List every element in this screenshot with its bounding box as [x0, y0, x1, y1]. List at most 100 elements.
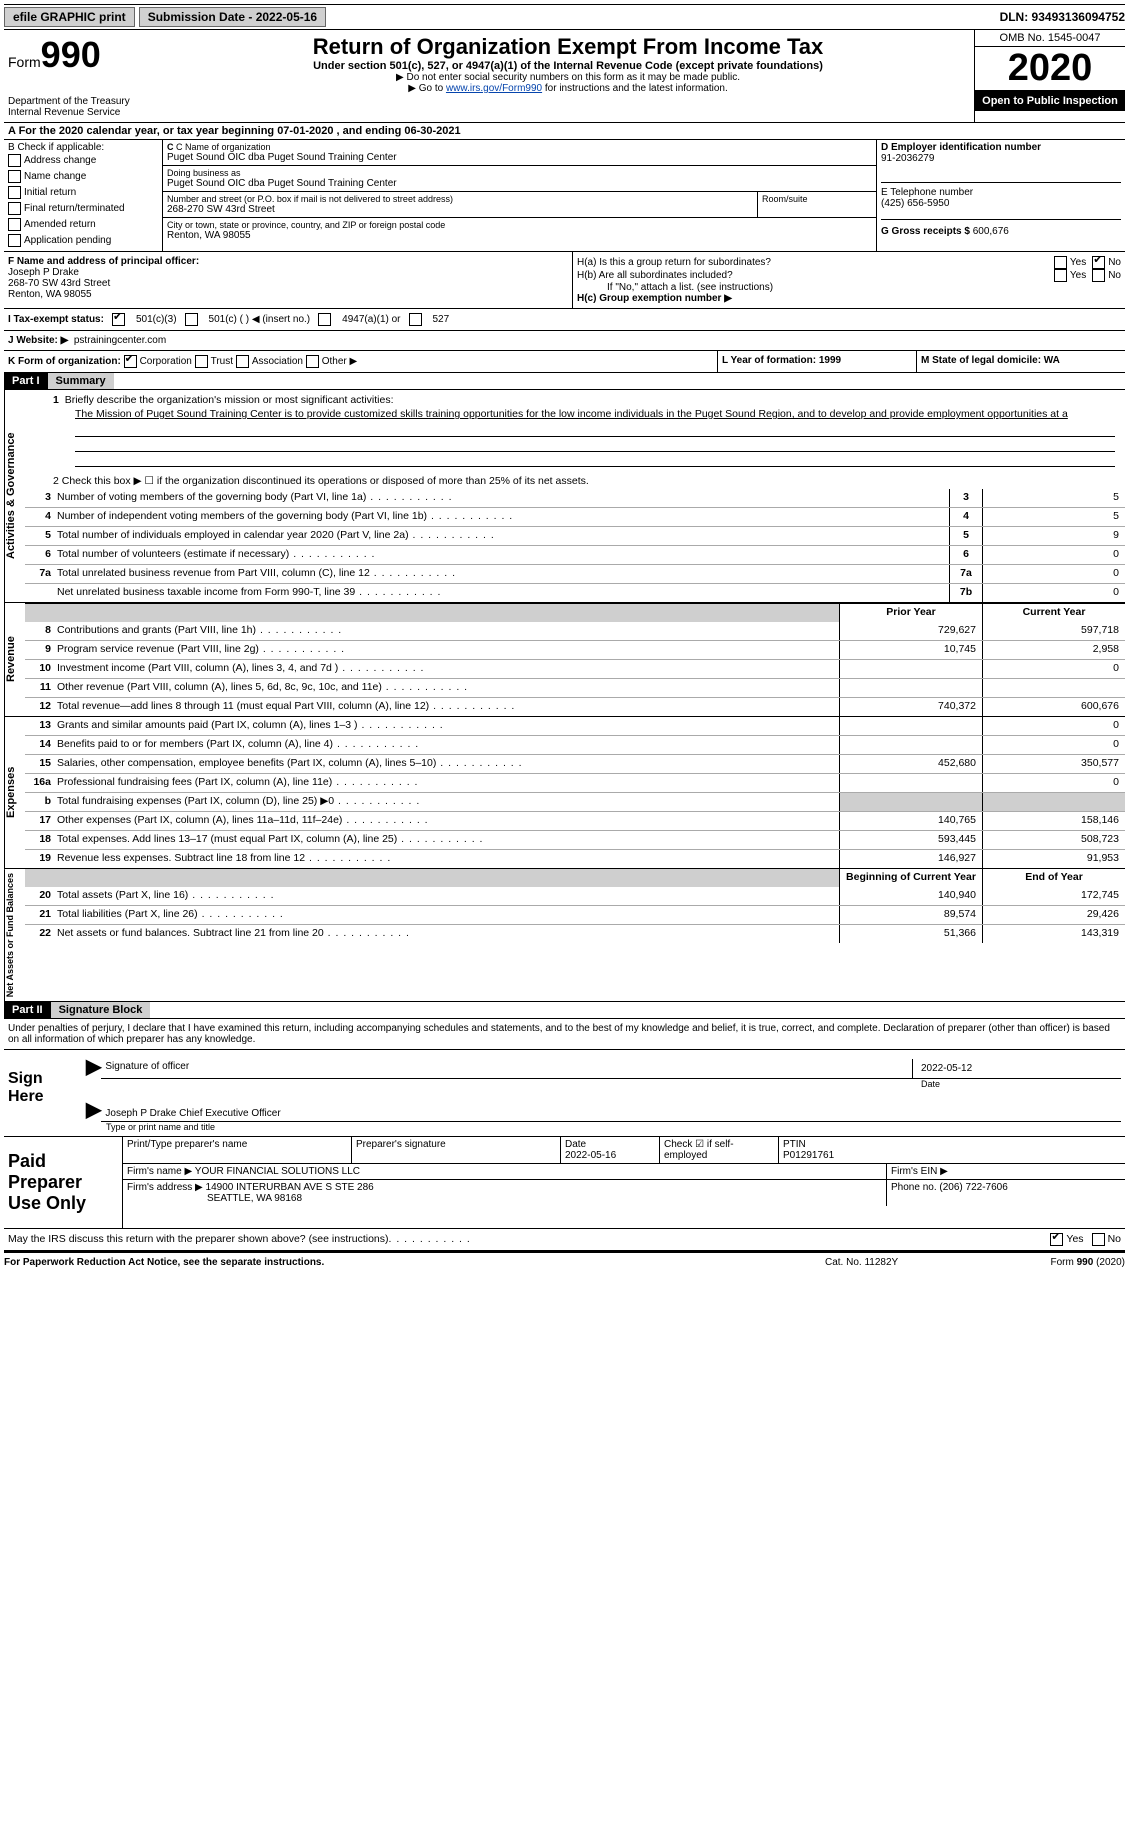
line-2: 2 Check this box ▶ ☐ if the organization… [25, 473, 1125, 489]
check-other[interactable] [306, 355, 319, 368]
summary-line: 18Total expenses. Add lines 13–17 (must … [25, 830, 1125, 849]
part-2-title: Signature Block [51, 1002, 151, 1018]
summary-line: 4Number of independent voting members of… [25, 507, 1125, 526]
summary-line: 16aProfessional fundraising fees (Part I… [25, 773, 1125, 792]
form-label: Form [8, 54, 41, 70]
arrow-icon: ▶ [86, 1054, 101, 1079]
summary-line: 12Total revenue—add lines 8 through 11 (… [25, 697, 1125, 716]
officer-name-title: Joseph P Drake Chief Executive Officer [101, 1106, 1121, 1121]
summary-line: 7aTotal unrelated business revenue from … [25, 564, 1125, 583]
year-formation: L Year of formation: 1999 [717, 351, 916, 372]
submission-date: Submission Date - 2022-05-16 [139, 7, 326, 27]
note-link: ▶ Go to www.irs.gov/Form990 for instruct… [166, 83, 970, 94]
form-page: Form 990 (2020) [975, 1257, 1125, 1268]
check-4947[interactable] [318, 313, 331, 326]
summary-line: 10Investment income (Part VIII, column (… [25, 659, 1125, 678]
state-domicile: M State of legal domicile: WA [916, 351, 1125, 372]
part-2-header: Part II [4, 1002, 51, 1018]
firm-ein-label: Firm's EIN ▶ [887, 1164, 1125, 1179]
efile-print-button[interactable]: efile GRAPHIC print [4, 7, 135, 27]
top-toolbar: efile GRAPHIC print Submission Date - 20… [4, 4, 1125, 30]
website: pstrainingcenter.com [74, 335, 166, 346]
check-address-change[interactable] [8, 154, 21, 167]
ein: 91-2036279 [881, 153, 1121, 164]
check-501c[interactable] [185, 313, 198, 326]
check-application-pending[interactable] [8, 234, 21, 247]
summary-line: 8Contributions and grants (Part VIII, li… [25, 622, 1125, 640]
summary-line: 22Net assets or fund balances. Subtract … [25, 924, 1125, 943]
discuss-yes[interactable] [1050, 1233, 1063, 1246]
preparer-sig-label: Preparer's signature [352, 1137, 561, 1163]
check-initial-return[interactable] [8, 186, 21, 199]
h-b-yes[interactable] [1054, 269, 1067, 282]
part-1-header: Part I [4, 373, 48, 389]
header-end: End of Year [982, 869, 1125, 887]
form-title: Return of Organization Exempt From Incom… [166, 34, 970, 60]
side-revenue: Revenue [4, 603, 25, 716]
summary-line: 6Total number of volunteers (estimate if… [25, 545, 1125, 564]
block-h: H(a) Is this a group return for subordin… [573, 252, 1125, 308]
firm-name: YOUR FINANCIAL SOLUTIONS LLC [195, 1166, 360, 1177]
row-website: J Website: ▶ pstrainingcenter.com [4, 331, 1125, 351]
omb-number: OMB No. 1545-0047 [975, 30, 1125, 47]
part-1-title: Summary [48, 373, 114, 389]
summary-line: 17Other expenses (Part IX, column (A), l… [25, 811, 1125, 830]
street-address: 268-270 SW 43rd Street [167, 204, 753, 215]
h-b-no[interactable] [1092, 269, 1105, 282]
form-number: 990 [41, 34, 101, 75]
summary-line: 9Program service revenue (Part VIII, lin… [25, 640, 1125, 659]
check-name-change[interactable] [8, 170, 21, 183]
summary-line: 21Total liabilities (Part X, line 26)89,… [25, 905, 1125, 924]
check-527[interactable] [409, 313, 422, 326]
firm-address: 14900 INTERURBAN AVE S STE 286 [206, 1182, 374, 1193]
irs-link[interactable]: www.irs.gov/Form990 [446, 83, 542, 94]
h-a-no[interactable] [1092, 256, 1105, 269]
row-k: K Form of organization: Corporation Trus… [4, 351, 717, 372]
preparer-date: 2022-05-16 [565, 1150, 655, 1161]
sign-here-label: Sign Here [4, 1050, 82, 1136]
check-501c3[interactable] [112, 313, 125, 326]
ptin: P01291761 [783, 1150, 1121, 1161]
paid-preparer-label: Paid Preparer Use Only [4, 1137, 123, 1228]
block-b: B Check if applicable: Address change Na… [4, 140, 163, 251]
telephone: (425) 656-5950 [881, 198, 1121, 209]
side-expenses: Expenses [4, 717, 25, 868]
check-association[interactable] [236, 355, 249, 368]
department: Department of the Treasury [8, 96, 158, 107]
block-c: C C Name of organization Puget Sound OIC… [163, 140, 877, 251]
summary-line: 13Grants and similar amounts paid (Part … [25, 717, 1125, 735]
check-trust[interactable] [195, 355, 208, 368]
city-state-zip: Renton, WA 98055 [167, 230, 872, 241]
mission-text: The Mission of Puget Sound Training Cent… [25, 406, 1125, 422]
summary-line: 19Revenue less expenses. Subtract line 1… [25, 849, 1125, 868]
h-a-yes[interactable] [1054, 256, 1067, 269]
dba: Puget Sound OIC dba Puget Sound Training… [167, 178, 872, 189]
check-final-return[interactable] [8, 202, 21, 215]
tax-period: A For the 2020 calendar year, or tax yea… [4, 123, 1125, 140]
sig-date-value: 2022-05-12 [917, 1061, 1117, 1076]
gross-receipts: 600,676 [973, 226, 1009, 237]
officer-name: Joseph P Drake [8, 267, 568, 278]
paperwork-notice: For Paperwork Reduction Act Notice, see … [4, 1257, 825, 1268]
header-beginning: Beginning of Current Year [839, 869, 982, 887]
summary-line: Net unrelated business taxable income fr… [25, 583, 1125, 602]
cat-no: Cat. No. 11282Y [825, 1257, 975, 1268]
self-employed-check: Check ☑ if self-employed [660, 1137, 779, 1163]
arrow-icon: ▶ [86, 1097, 101, 1122]
summary-line: 15Salaries, other compensation, employee… [25, 754, 1125, 773]
org-name: Puget Sound OIC dba Puget Sound Training… [167, 152, 872, 163]
check-corporation[interactable] [124, 355, 137, 368]
sig-officer-label: Signature of officer [101, 1059, 912, 1078]
dln: DLN: 93493136094752 [1000, 10, 1125, 24]
note-ssn: ▶ Do not enter social security numbers o… [166, 72, 970, 83]
row-tax-exempt: I Tax-exempt status: 501(c)(3) 501(c) ( … [4, 309, 1125, 331]
discuss-no[interactable] [1092, 1233, 1105, 1246]
irs-label: Internal Revenue Service [8, 107, 158, 118]
summary-line: 11Other revenue (Part VIII, column (A), … [25, 678, 1125, 697]
header-current-year: Current Year [982, 604, 1125, 622]
check-amended[interactable] [8, 218, 21, 231]
block-f: F Name and address of principal officer:… [4, 252, 573, 308]
firm-phone: (206) 722-7606 [939, 1182, 1007, 1193]
side-net-assets: Net Assets or Fund Balances [4, 869, 25, 1001]
perjury-statement: Under penalties of perjury, I declare th… [4, 1019, 1125, 1050]
